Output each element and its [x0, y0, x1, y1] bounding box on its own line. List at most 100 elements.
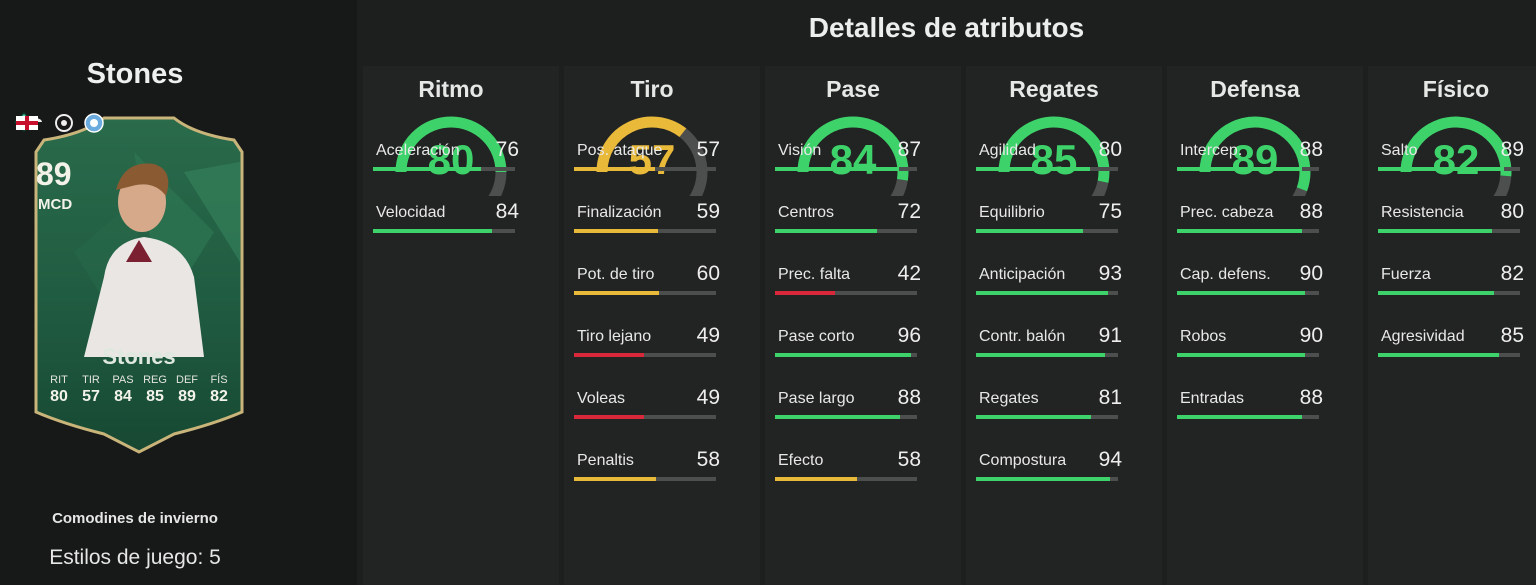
- attribute-row: Visión 87: [775, 138, 921, 192]
- card-stats: RIT 80 TIR 57 PAS 84 REG 85 DEF 89 FÍS 82: [44, 374, 234, 406]
- attribute-bar-fill: [775, 167, 899, 171]
- attribute-bar-fill: [976, 415, 1091, 419]
- attribute-row: Regates 81: [976, 386, 1122, 440]
- attribute-value: 88: [1299, 200, 1323, 223]
- attribute-bar-track: [373, 167, 515, 171]
- gauge-track: [1091, 180, 1109, 196]
- attribute-bar-track: [1177, 291, 1319, 295]
- card-stat: TIR 57: [76, 374, 106, 406]
- attribute-label: Agresividad: [1381, 328, 1465, 345]
- category-name: Tiro: [630, 76, 674, 102]
- category-gauge: [395, 116, 507, 196]
- card-player-name: Stones: [102, 344, 176, 369]
- attribute-row: Entradas 88: [1177, 386, 1323, 440]
- card-stat-value: 80: [50, 388, 68, 405]
- attribute-value: 80: [1098, 138, 1122, 161]
- attribute-row: Penaltis 58: [574, 448, 720, 502]
- attribute-bar-fill: [373, 167, 481, 171]
- category-gauge: [998, 116, 1110, 196]
- playstyles-count[interactable]: Estilos de juego: 5: [49, 546, 221, 569]
- category-gauge: [797, 116, 909, 196]
- card-stat: PAS 84: [108, 374, 138, 406]
- attribute-bar-fill: [775, 415, 900, 419]
- column-background: [966, 66, 1162, 585]
- attribute-bar-fill: [1177, 291, 1305, 295]
- attribute-label: Equilibrio: [979, 204, 1045, 221]
- attribute-value: 49: [696, 324, 720, 347]
- attribute-row: Agresividad 85: [1378, 324, 1524, 378]
- attribute-bar-track: [1378, 291, 1520, 295]
- attribute-value: 89: [1500, 138, 1524, 161]
- attribute-bar-track: [976, 291, 1118, 295]
- attribute-row: Contr. balón 91: [976, 324, 1122, 378]
- attribute-label: Entradas: [1180, 390, 1245, 407]
- player-card[interactable]: 89 MCD Stones RIT 80 TIR 57 PAS 84 REG 85 DE…: [14, 112, 264, 457]
- club-crest-icon: [84, 113, 104, 133]
- england-flag-icon: [16, 116, 38, 130]
- attribute-value: 90: [1299, 324, 1323, 347]
- attribute-value: 87: [897, 138, 921, 161]
- attribute-bar-track: [1378, 229, 1520, 233]
- attribute-bar-track: [373, 229, 515, 233]
- attribute-bar-track: [1177, 229, 1319, 233]
- attribute-label: Intercep.: [1180, 142, 1243, 159]
- attribute-value: 58: [696, 448, 720, 471]
- premier-league-icon: [55, 114, 73, 132]
- attribute-bar-track: [1177, 415, 1319, 419]
- attribute-label: Velocidad: [376, 204, 446, 221]
- card-background: [34, 116, 244, 454]
- attribute-row: Agilidad 80: [976, 138, 1122, 192]
- attribute-row: Intercep. 88: [1177, 138, 1323, 192]
- attribute-label: Regates: [979, 390, 1039, 407]
- attribute-row: Centros 72: [775, 200, 921, 254]
- attribute-label: Aceleración: [376, 142, 460, 159]
- attribute-bar-track: [574, 353, 716, 357]
- column-background: [564, 66, 760, 585]
- category-name: Regates: [1009, 76, 1099, 102]
- attribute-row: Pase corto 96: [775, 324, 921, 378]
- attribute-value: 60: [696, 262, 720, 285]
- attribute-label: Prec. cabeza: [1180, 204, 1274, 221]
- attribute-row: Aceleración 76: [373, 138, 519, 192]
- attribute-value: 90: [1299, 262, 1323, 285]
- card-stat: FÍS 82: [204, 374, 234, 406]
- attribute-bar-track: [574, 415, 716, 419]
- gauge-fill: [1199, 116, 1311, 192]
- attribute-value: 58: [897, 448, 921, 471]
- attribute-row: Equilibrio 75: [976, 200, 1122, 254]
- player-panel: Stones 89 MCD Stone: [0, 0, 357, 585]
- card-position: MCD: [38, 196, 73, 213]
- attribute-label: Tiro lejano: [577, 328, 652, 345]
- card-type: Comodines de invierno: [52, 510, 218, 527]
- attribute-bar-fill: [574, 477, 657, 481]
- attribute-label: Pase corto: [778, 328, 855, 345]
- attribute-bar-fill: [775, 477, 858, 481]
- attribute-bar-track: [574, 167, 716, 171]
- attribute-row: Pase largo 88: [775, 386, 921, 440]
- column-background: [1167, 66, 1363, 585]
- attribute-value: 57: [696, 138, 720, 161]
- attribute-bar-track: [976, 477, 1118, 481]
- attribute-bar-track: [976, 353, 1118, 357]
- attribute-bar-fill: [574, 291, 660, 295]
- column-background: [363, 66, 559, 585]
- attribute-bar-fill: [574, 167, 655, 171]
- attribute-label: Centros: [778, 204, 835, 221]
- attribute-bar-track: [976, 415, 1118, 419]
- category-name: Defensa: [1210, 76, 1300, 102]
- attribute-bar-fill: [976, 353, 1106, 357]
- attribute-bar-fill: [1378, 229, 1492, 233]
- attribute-row: Voleas 49: [574, 386, 720, 440]
- gauge-fill: [395, 116, 507, 173]
- attribute-label: Salto: [1381, 142, 1418, 159]
- attribute-label: Resistencia: [1381, 204, 1464, 221]
- attribute-label: Finalización: [577, 204, 662, 221]
- attribute-label: Pot. de tiro: [577, 266, 655, 283]
- attribute-row: Resistencia 80: [1378, 200, 1524, 254]
- gauge-track: [890, 178, 908, 196]
- category-value: 84: [829, 136, 877, 183]
- attribute-value: 88: [897, 386, 921, 409]
- attribute-bar-track: [1378, 167, 1520, 171]
- attribute-bar-track: [976, 167, 1118, 171]
- attribute-row: Anticipación 93: [976, 262, 1122, 316]
